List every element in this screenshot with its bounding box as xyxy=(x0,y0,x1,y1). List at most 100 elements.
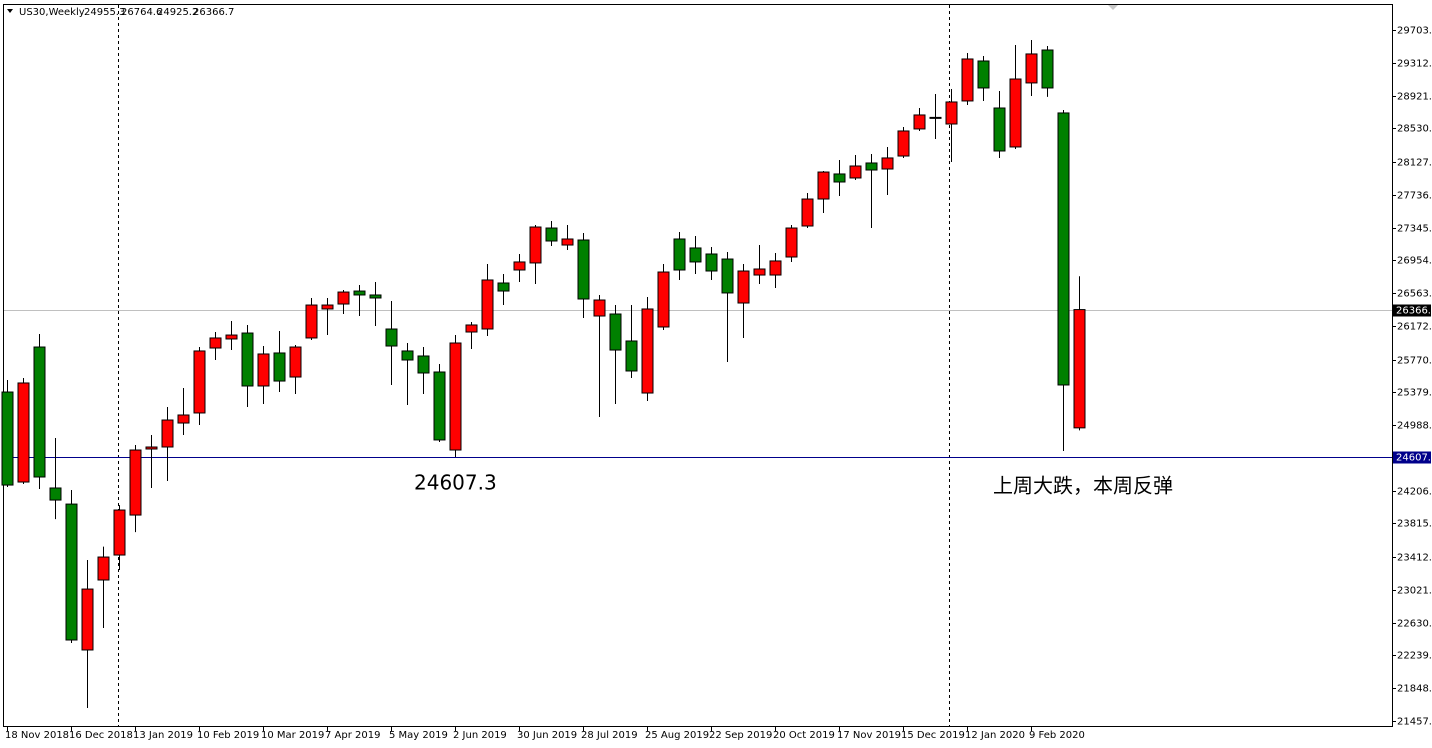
candle-body xyxy=(161,419,174,448)
header-high: 26764.6 xyxy=(121,7,162,18)
x-tick-label: 15 Dec 2019 xyxy=(901,730,965,741)
candle-body xyxy=(337,291,350,305)
header-close: 26366.7 xyxy=(193,7,234,18)
candle-body xyxy=(481,279,494,330)
current-price-tag-bg xyxy=(1393,304,1431,317)
candle-body xyxy=(1009,78,1022,148)
candle-body xyxy=(769,260,782,276)
candle-body xyxy=(449,342,462,451)
candle-body xyxy=(1,391,14,486)
candle-body xyxy=(65,503,78,641)
candle-body xyxy=(865,162,878,171)
candle-body xyxy=(945,101,958,125)
x-tick-label: 13 Jan 2019 xyxy=(133,730,193,741)
candle-body xyxy=(753,268,766,276)
y-tick-label: 21457.5 xyxy=(1397,717,1432,728)
candle-body xyxy=(737,270,750,304)
candle-body xyxy=(145,446,158,450)
candle-body xyxy=(401,350,414,361)
candle-body xyxy=(625,340,638,372)
candle-body xyxy=(257,353,270,387)
candle-body xyxy=(289,346,302,378)
x-tick-label: 12 Jan 2020 xyxy=(965,730,1025,741)
candle-body xyxy=(577,239,590,300)
x-tick-label: 5 May 2019 xyxy=(389,730,448,741)
candle-body xyxy=(417,355,430,374)
candle-body xyxy=(305,304,318,339)
candle-body xyxy=(897,130,910,157)
candle-body xyxy=(1025,53,1038,84)
candle-body xyxy=(529,226,542,264)
candle-body xyxy=(113,509,126,556)
x-tick-label: 10 Feb 2019 xyxy=(197,730,259,741)
candle-body xyxy=(993,107,1006,152)
y-tick-label: 23021.5 xyxy=(1397,586,1432,597)
y-tick-label: 28921.0 xyxy=(1397,92,1432,103)
candle-body xyxy=(977,60,990,89)
candle-body xyxy=(497,282,510,292)
y-tick-label: 26954.5 xyxy=(1397,256,1432,267)
candle-body xyxy=(273,352,286,382)
y-tick-label: 25770.0 xyxy=(1397,356,1432,367)
candle-body xyxy=(513,261,526,271)
y-tick-label: 26563.5 xyxy=(1397,289,1432,300)
candle-body xyxy=(641,308,654,394)
candle-body xyxy=(225,334,238,340)
header-open: 24955.3 xyxy=(84,7,125,18)
candle-body xyxy=(1041,49,1054,89)
candle-body xyxy=(833,173,846,183)
candle-body xyxy=(849,165,862,179)
y-tick-label: 29703.0 xyxy=(1397,26,1432,37)
y-tick-label: 21848.5 xyxy=(1397,684,1432,695)
candle-body xyxy=(673,238,686,271)
x-tick-label: 25 Aug 2019 xyxy=(645,730,709,741)
candle-body xyxy=(657,271,670,328)
candle-body xyxy=(689,247,702,263)
y-tick-label: 28530.0 xyxy=(1397,124,1432,135)
chart-title: US30,Weekly xyxy=(19,7,85,18)
level-annotation: 24607.3 xyxy=(414,471,497,495)
x-tick-label: 10 Mar 2019 xyxy=(261,730,324,741)
header-low: 24925.2 xyxy=(157,7,198,18)
candle-body xyxy=(353,290,366,296)
candle-body xyxy=(1057,112,1070,386)
x-tick-label: 7 Apr 2019 xyxy=(325,730,380,741)
candle-body xyxy=(961,58,974,102)
candle-body xyxy=(385,328,398,347)
shift-marker xyxy=(1108,5,1118,10)
level-tag-bg xyxy=(1393,451,1431,464)
candle-body xyxy=(369,294,382,299)
candle-body xyxy=(881,157,894,170)
x-tick-label: 20 Oct 2019 xyxy=(773,730,835,741)
menu-arrow[interactable] xyxy=(7,9,13,13)
candle-body xyxy=(17,382,30,483)
y-tick-label: 24206.0 xyxy=(1397,487,1432,498)
candle-body xyxy=(545,227,558,242)
candle-body xyxy=(33,346,46,478)
candle-body xyxy=(705,253,718,272)
y-tick-label: 22630.5 xyxy=(1397,619,1432,630)
candle-body xyxy=(321,304,334,310)
y-tick-label: 27736.5 xyxy=(1397,191,1432,202)
y-tick-label: 23815.0 xyxy=(1397,519,1432,530)
x-tick-label: 30 Jun 2019 xyxy=(517,730,577,741)
candle-body xyxy=(913,114,926,130)
candle-body xyxy=(929,116,942,119)
x-tick-label: 16 Dec 2018 xyxy=(69,730,133,741)
candle-body xyxy=(785,227,798,258)
y-tick-label: 28127.5 xyxy=(1397,158,1432,169)
level-tag: 24607.3 xyxy=(1396,453,1432,464)
candle-body xyxy=(177,414,190,424)
x-tick-label: 2 Jun 2019 xyxy=(453,730,507,741)
candle-body xyxy=(193,350,206,414)
candle-body xyxy=(801,198,814,227)
candle-body xyxy=(241,332,254,387)
candle-body xyxy=(817,171,830,200)
candle-body xyxy=(433,371,446,441)
candle-body xyxy=(465,324,478,333)
candle-body xyxy=(721,258,734,294)
candle-body xyxy=(49,487,62,501)
candle-body xyxy=(561,238,574,246)
